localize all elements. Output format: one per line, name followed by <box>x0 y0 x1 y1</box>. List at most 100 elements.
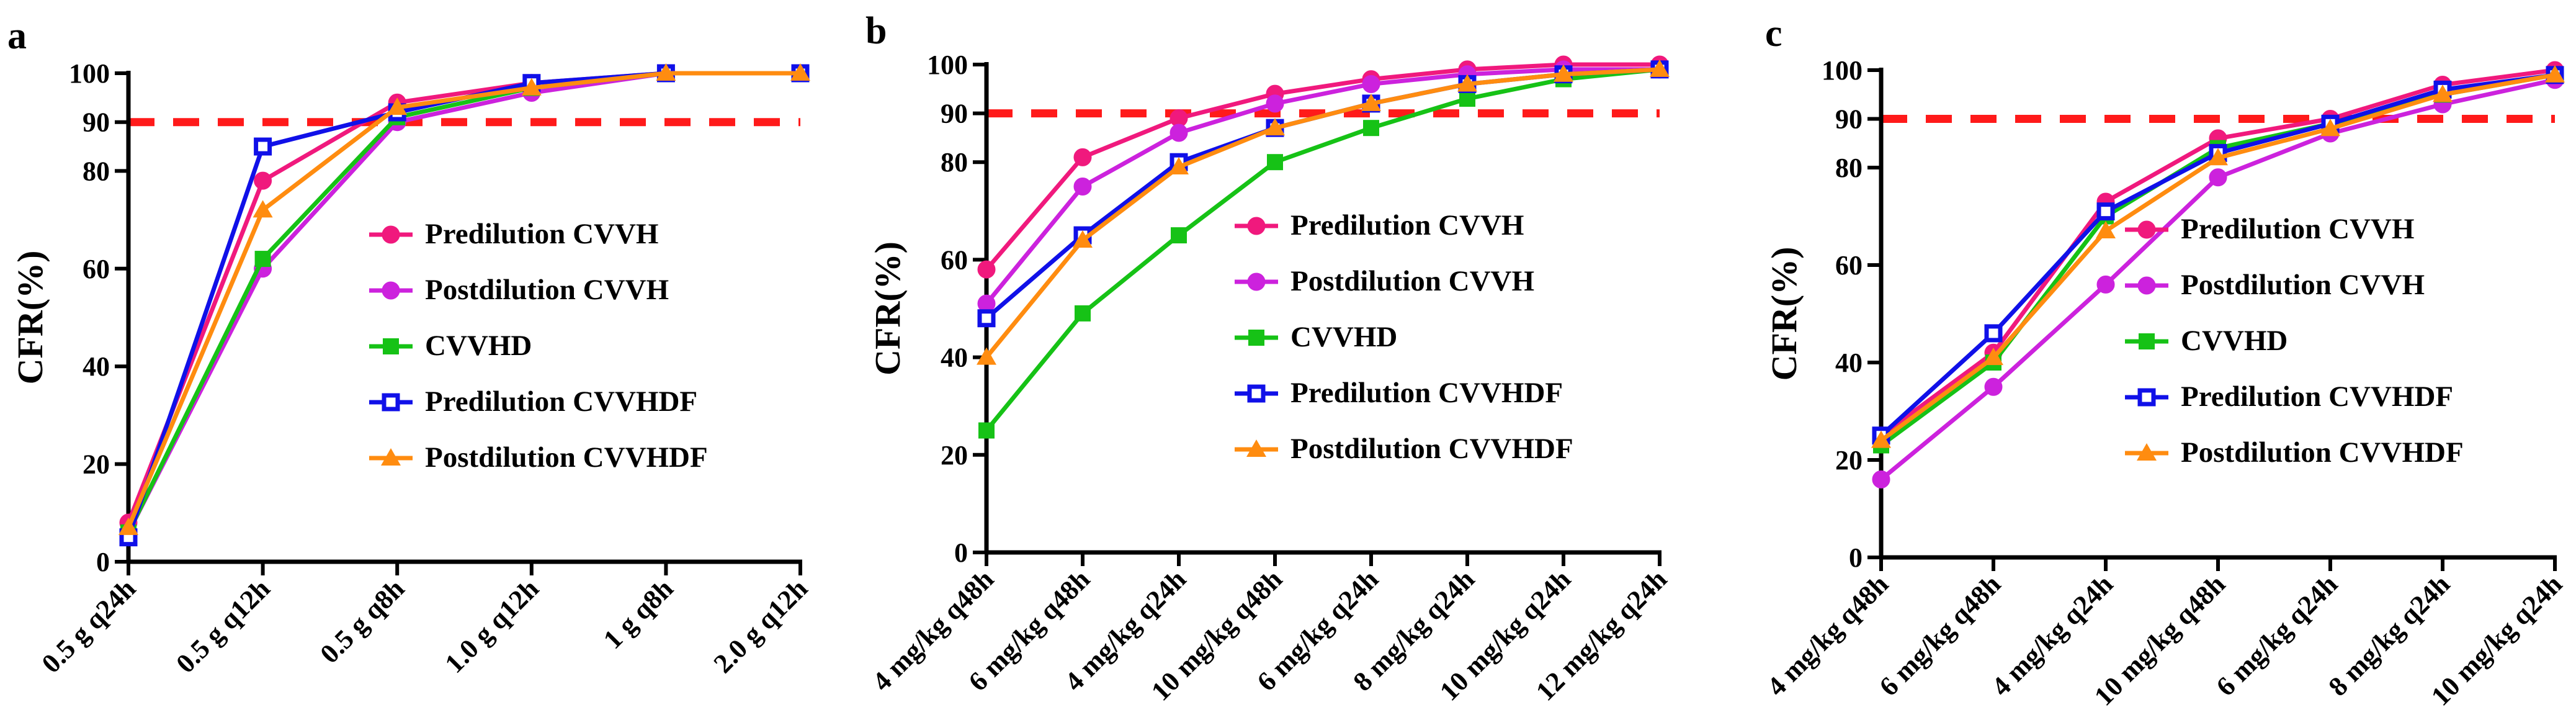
data-point <box>1362 74 1380 93</box>
series-line <box>985 67 1660 359</box>
y-tick-label: 100 <box>69 58 110 89</box>
data-point <box>254 251 271 268</box>
data-point <box>2209 168 2227 187</box>
legend-label: Postdilution CVVH <box>425 274 669 306</box>
y-axis-label: CFR(%) <box>10 251 50 385</box>
y-tick-label: 0 <box>1849 543 1863 573</box>
legend-item: Predilution CVVHDF <box>2125 381 2453 413</box>
legend-marker <box>382 281 400 300</box>
legend-marker <box>2139 333 2155 349</box>
y-axis-label: CFR(%) <box>1764 247 1804 381</box>
data-point <box>1871 430 1891 448</box>
legend-marker <box>1247 217 1266 235</box>
legend-marker <box>382 393 400 412</box>
y-tick-label: 40 <box>1835 348 1863 378</box>
y-tick-label: 40 <box>83 351 110 382</box>
data-point <box>2320 119 2340 137</box>
data-point <box>1872 470 1890 489</box>
legend-marker <box>1246 439 1266 457</box>
legend-item: Predilution CVVH <box>1235 209 1524 241</box>
legend-item: Postdilution CVVHDF <box>2125 436 2464 469</box>
data-point <box>978 422 995 439</box>
series-line <box>985 67 1660 305</box>
legend-item: Predilution CVVH <box>2125 213 2414 245</box>
series-postdilution-cvvhdf <box>119 63 810 535</box>
data-point <box>254 137 272 156</box>
data-point <box>977 309 996 328</box>
panel-label: c <box>1765 12 1782 55</box>
x-tick-label: 0.5 g q24h <box>36 573 141 678</box>
legend-item: Predilution CVVHDF <box>1235 377 1563 409</box>
legend-marker <box>2137 276 2156 295</box>
data-point <box>1265 118 1285 136</box>
series-line <box>985 62 1660 271</box>
y-tick-label: 60 <box>1835 250 1863 281</box>
x-tick-label: 0.5 g q12h <box>170 573 275 678</box>
data-point <box>1267 154 1283 171</box>
legend-label: Postdilution CVVH <box>1290 265 1534 297</box>
series-postdilution-cvvh <box>977 60 1669 313</box>
x-tick-label: 2.0 g q12h <box>708 573 813 678</box>
y-axis-label: CFR(%) <box>867 241 908 376</box>
legend-item: CVVHD <box>1235 321 1397 353</box>
data-point <box>2433 84 2453 102</box>
legend-marker <box>2137 443 2157 461</box>
y-tick-label: 20 <box>941 440 968 471</box>
legend-label: Postdilution CVVHDF <box>2181 436 2464 469</box>
y-tick-label: 60 <box>83 254 110 284</box>
legend-item: Postdilution CVVH <box>1235 265 1534 297</box>
legend-label: Predilution CVVH <box>425 218 658 250</box>
series-line <box>126 71 800 529</box>
legend: Predilution CVVH Postdilution CVVH CVVHD Pr… <box>369 218 708 474</box>
y-tick-label: 20 <box>83 449 110 480</box>
y-tick-label: 80 <box>941 147 968 178</box>
x-tick-label: 1.0 g q12h <box>439 573 544 678</box>
legend-label: Predilution CVVH <box>2181 213 2414 245</box>
data-point <box>2096 275 2115 294</box>
y-tick-label: 90 <box>941 99 968 129</box>
legend-label: CVVHD <box>2181 325 2288 357</box>
legend: Predilution CVVH Postdilution CVVH CVVHD Pr… <box>1235 209 1573 465</box>
data-point <box>1073 178 1092 196</box>
data-point <box>119 517 138 535</box>
data-point <box>1361 93 1381 111</box>
legend: Predilution CVVH Postdilution CVVH CVVHD Pr… <box>2125 213 2464 469</box>
series-postdilution-cvvhdf <box>977 59 1670 365</box>
data-point <box>1363 120 1379 137</box>
data-point <box>656 63 676 81</box>
x-tick-label: 1 g q8h <box>597 573 679 654</box>
legend-item: Postdilution CVVH <box>2125 269 2425 301</box>
legend-label: Predilution CVVHDF <box>2181 381 2453 413</box>
legend-label: Predilution CVVHDF <box>425 385 697 418</box>
legend-marker <box>1247 272 1266 291</box>
y-tick-label: 20 <box>1835 445 1863 475</box>
data-point <box>790 63 810 81</box>
data-point <box>1983 348 2003 366</box>
data-point <box>1169 157 1189 175</box>
data-point <box>387 97 408 115</box>
legend-label: Predilution CVVHDF <box>1290 377 1563 409</box>
legend-marker <box>382 225 400 244</box>
y-tick-label: 40 <box>941 343 968 373</box>
legend-label: Postdilution CVVH <box>2181 269 2425 301</box>
legend-marker <box>1248 330 1264 346</box>
panel-label: b <box>865 10 887 52</box>
x-tick-label: 0.5 g q8h <box>314 573 410 669</box>
legend-item: Postdilution CVVH <box>369 274 669 306</box>
legend-item: CVVHD <box>369 330 532 362</box>
legend-label: CVVHD <box>1290 321 1397 353</box>
data-point <box>2545 65 2565 83</box>
legend-label: Postdilution CVVHDF <box>1290 433 1573 465</box>
y-tick-label: 80 <box>1835 153 1863 183</box>
y-tick-label: 80 <box>83 156 110 186</box>
legend-marker <box>1247 384 1266 403</box>
data-point <box>1171 227 1187 244</box>
legend-item: Predilution CVVHDF <box>369 385 697 418</box>
y-tick-label: 0 <box>96 547 110 577</box>
legend-label: Postdilution CVVHDF <box>425 441 708 474</box>
y-tick-label: 90 <box>1835 104 1863 135</box>
series-postdilution-cvvhdf <box>1871 65 2565 448</box>
